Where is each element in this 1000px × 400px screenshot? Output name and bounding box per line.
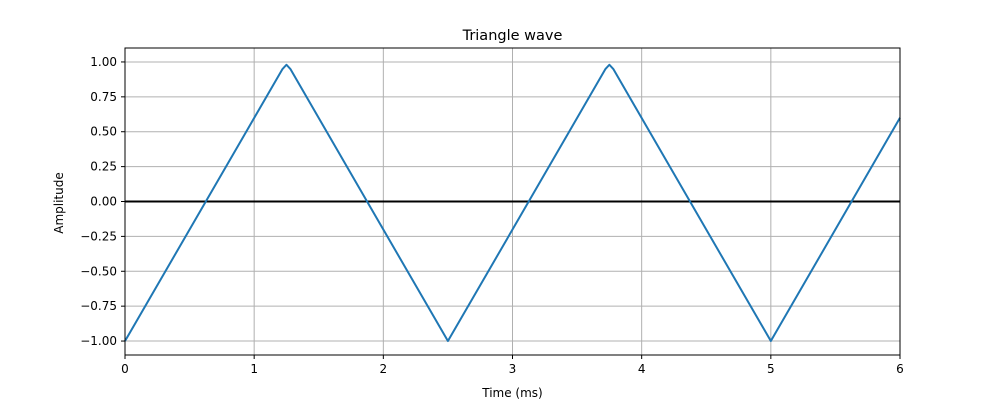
y-tick-label: −1.00 [80, 334, 117, 348]
x-tick-label: 2 [380, 362, 388, 376]
series-lines [124, 63, 901, 343]
x-tick-label: 0 [121, 362, 129, 376]
y-tick-label: 1.00 [90, 55, 117, 69]
y-tick-label: 0.25 [90, 160, 117, 174]
y-axis-ticks: −1.00 −0.75 −0.50 −0.25 0.00 0.25 0.50 0.75 1.00 [80, 55, 125, 348]
x-tick-label: 3 [509, 362, 517, 376]
y-tick-label: −0.50 [80, 264, 117, 278]
x-tick-label: 5 [767, 362, 775, 376]
x-axis-ticks: 0 1 2 3 4 5 6 [121, 355, 904, 376]
y-axis-label: Amplitude [52, 172, 66, 234]
x-axis-label: Time (ms) [481, 386, 543, 400]
series-line [124, 63, 901, 343]
y-tick-label: −0.75 [80, 299, 117, 313]
y-tick-label: 0.50 [90, 125, 117, 139]
chart-title: Triangle wave [462, 28, 563, 44]
y-tick-label: 0.00 [90, 195, 117, 209]
y-tick-label: −0.25 [80, 229, 117, 243]
x-tick-label: 6 [896, 362, 904, 376]
y-tick-label: 0.75 [90, 90, 117, 104]
x-tick-label: 4 [638, 362, 646, 376]
x-tick-label: 1 [250, 362, 258, 376]
